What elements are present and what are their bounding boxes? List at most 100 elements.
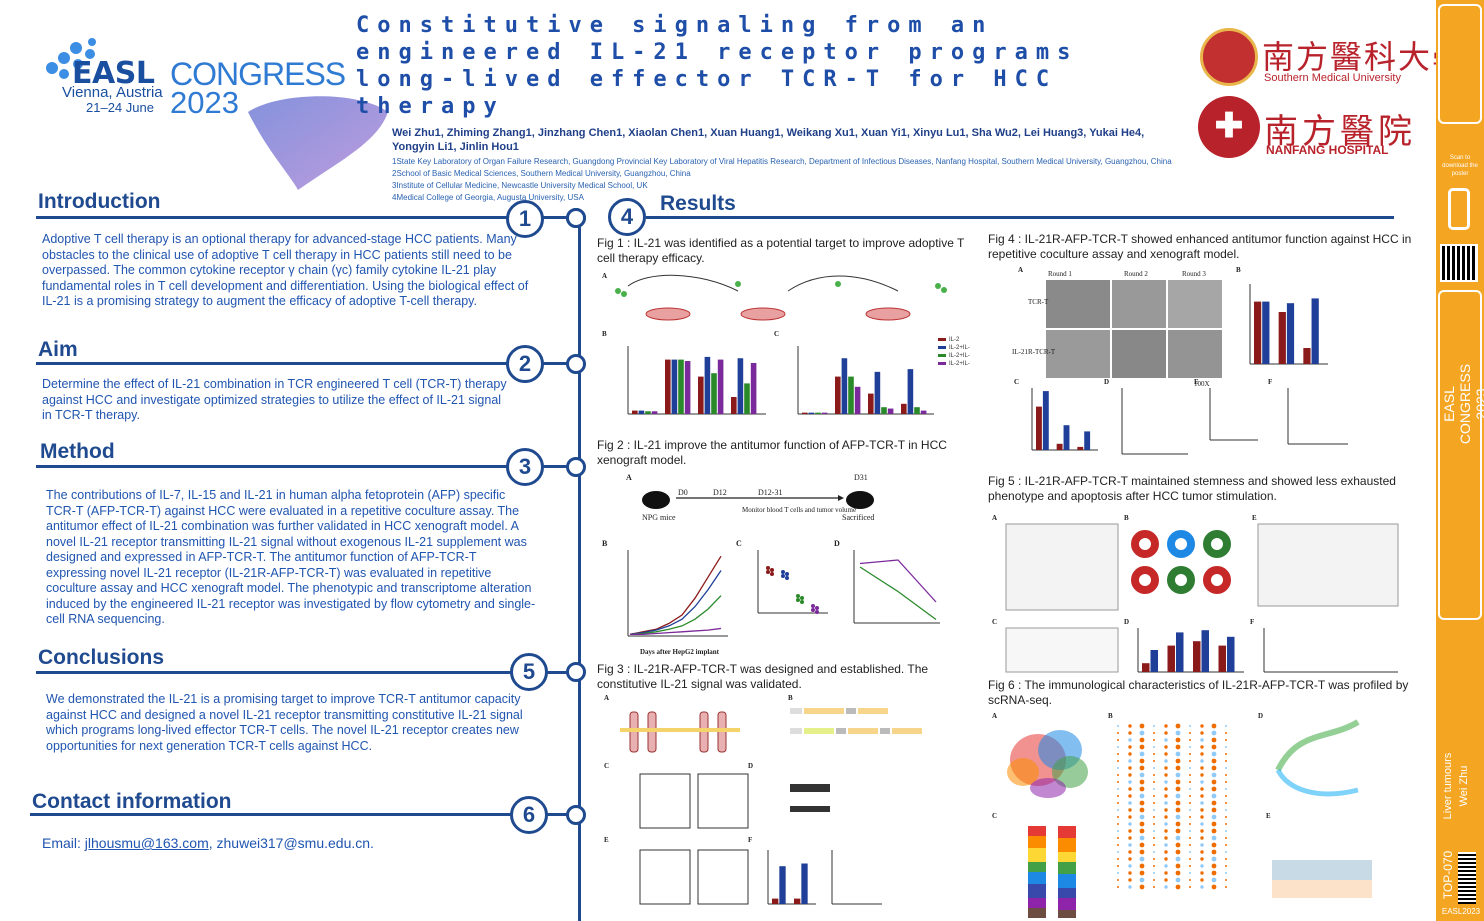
fig1b-bar [651, 411, 658, 414]
fig6c-segment [1058, 862, 1076, 874]
svg-text:A: A [992, 712, 997, 720]
fig6b-dot [1117, 767, 1119, 769]
intro-text: Adoptive T cell therapy is an optional t… [42, 232, 529, 308]
fig6b-dot [1128, 850, 1132, 854]
fig6b-dot [1225, 760, 1227, 762]
fig1c-bar [914, 407, 920, 414]
svg-text:IL-2+IL-7: IL-2+IL-7 [949, 353, 970, 359]
aim-heading: Aim [38, 338, 78, 361]
fig6b-dot [1225, 844, 1227, 846]
fig1c-bar [835, 376, 841, 414]
method-node [566, 457, 586, 477]
liver-graphic [248, 96, 388, 190]
authors: Wei Zhu1, Zhiming Zhang1, Jinzhang Chen1… [392, 127, 1145, 153]
fig1c-bar [881, 407, 887, 414]
fig6b-dot [1128, 773, 1132, 777]
fig6b-dot [1164, 738, 1168, 742]
fig6b-dot [1117, 858, 1119, 860]
fig6b-dot [1175, 779, 1181, 785]
fig6b-dot [1189, 753, 1191, 755]
svg-text:E: E [604, 836, 609, 844]
fig6b-dot [1225, 858, 1227, 860]
fig4-tcrt: TCR-T [1028, 298, 1049, 306]
fig1c-bar [821, 412, 828, 414]
fig6b-dot [1200, 871, 1204, 875]
method-heading: Method [40, 440, 115, 463]
fig1b-bar [750, 363, 757, 414]
qr-code[interactable] [1440, 244, 1478, 282]
email-link-1[interactable]: jlhousmu@163.com [84, 835, 209, 851]
fig6b-dot [1211, 863, 1217, 869]
fig6b-dot [1189, 760, 1191, 762]
fig6b-dot [1211, 744, 1217, 750]
fig6b-dot [1153, 809, 1155, 811]
sidebar-brand-box [1438, 4, 1482, 124]
fig6b-dot [1189, 816, 1191, 818]
conclusions-heading: Conclusions [38, 646, 165, 669]
svg-text:B: B [1124, 514, 1129, 522]
fig6c-segment [1058, 826, 1076, 838]
fig5d-bar [1142, 663, 1150, 672]
fig6-panel: A B D C E [992, 712, 1372, 918]
fig6b-dot [1225, 774, 1227, 776]
svg-text:A: A [626, 473, 632, 482]
sidebar-topic: Liver tumours [1442, 752, 1454, 820]
fig6b-dot [1189, 795, 1191, 797]
fig1b-bar [638, 410, 645, 414]
fig6b-dot [1139, 723, 1145, 729]
aim-rule [36, 362, 584, 365]
fig6b-dot [1117, 746, 1119, 748]
fig6b-dot [1128, 857, 1132, 861]
fig6b-dot [1153, 795, 1155, 797]
fig6b-dot [1139, 870, 1145, 876]
email-label: Email: [42, 835, 85, 851]
svg-text:C: C [774, 330, 779, 338]
fig6b-dot [1211, 849, 1217, 855]
fig6b-dot [1128, 794, 1132, 798]
fig6b-dot [1117, 851, 1119, 853]
fig6b-dot [1189, 802, 1191, 804]
fig6b-dot [1153, 732, 1155, 734]
svg-text:C: C [992, 618, 997, 626]
fig6c-segment [1058, 898, 1076, 910]
sidebar-footer: EASL2023 [1441, 907, 1481, 916]
fig6b-dot [1117, 816, 1119, 818]
fig6b-dot [1200, 759, 1204, 763]
fig6b-dot [1153, 886, 1155, 888]
aim-node [566, 354, 586, 374]
fig6b-dot [1139, 807, 1145, 813]
fig2d-line [859, 559, 937, 603]
results-number: 4 [608, 198, 646, 236]
contact-number: 6 [510, 796, 548, 834]
fig4-il21r: IL-21R-TCR-T [1012, 348, 1056, 356]
fig6b-dot [1200, 885, 1204, 889]
fig6b-dot [1225, 830, 1227, 832]
fig1c-bar [848, 376, 854, 414]
contact-line: Email: jlhousmu@163.com, zhuwei317@smu.e… [42, 835, 522, 852]
fig6c-segment [1058, 838, 1076, 852]
svg-text:D: D [1104, 378, 1109, 386]
fig3f-bar [779, 866, 786, 904]
svg-text:A: A [1018, 266, 1023, 274]
fig6b-dot [1211, 723, 1217, 729]
fig6b-dot [1225, 872, 1227, 874]
fig6b-dot [1175, 863, 1181, 869]
fig6b-dot [1200, 724, 1204, 728]
fig4-caption: Fig 4 : IL-21R-AFP-TCR-T showed enhanced… [988, 232, 1412, 261]
svg-text:C: C [604, 762, 609, 770]
poster-title: Constitutive signaling from an engineere… [356, 13, 1079, 119]
fig6b-dot [1225, 725, 1227, 727]
fig6b-dot [1225, 795, 1227, 797]
fig1c-bar [802, 412, 808, 414]
email-separator: , [208, 835, 217, 851]
fig6b-dot [1153, 830, 1155, 832]
fig6b-dot [1175, 786, 1181, 792]
fig6b-dot [1200, 850, 1204, 854]
fig6b-dot [1153, 816, 1155, 818]
fig6b-dot [1189, 844, 1191, 846]
fig6b-dot [1139, 730, 1145, 736]
fig6b-dot [1189, 823, 1191, 825]
nanfang-name-cn: 南方醫院 [1264, 112, 1416, 152]
fig6b-dot [1117, 739, 1119, 741]
fig1c-bar [841, 358, 848, 414]
